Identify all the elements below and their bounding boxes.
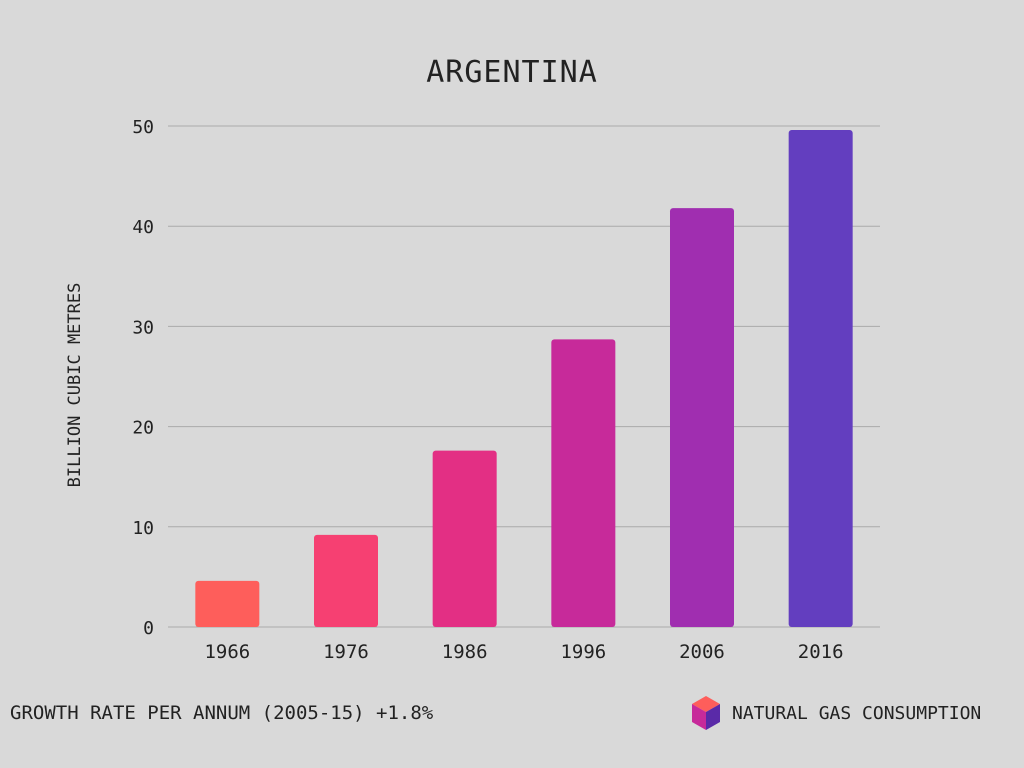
x-tick-label: 1996	[560, 641, 606, 663]
bar-2006	[670, 208, 734, 627]
bar-chart: 0 10 20 30 40 50 1966 1976 1986 1996 2006 2016 BIL…	[65, 117, 880, 663]
chart-title: ARGENTINA	[426, 55, 598, 90]
bar-2016	[788, 130, 853, 627]
bars	[195, 130, 853, 627]
x-tick-label: 2006	[679, 641, 725, 663]
y-tick-label: 50	[132, 117, 154, 138]
cube-icon	[692, 696, 720, 730]
legend-label: NATURAL GAS CONSUMPTION	[732, 702, 982, 724]
y-axis-label: BILLION CUBIC METRES	[65, 283, 85, 488]
bar-1966	[195, 580, 260, 627]
bar-1976	[314, 534, 378, 627]
x-tick-labels: 1966 1976 1986 1996 2006 2016	[204, 641, 843, 663]
y-tick-label: 10	[132, 518, 154, 539]
x-tick-label: 2016	[798, 641, 844, 663]
x-tick-label: 1986	[442, 641, 488, 663]
bar-1996	[551, 339, 616, 627]
x-tick-label: 1976	[323, 641, 369, 663]
legend: NATURAL GAS CONSUMPTION	[690, 694, 981, 732]
gridlines	[168, 125, 880, 628]
growth-rate-annotation: GROWTH RATE PER ANNUM (2005-15) +1.8%	[10, 702, 434, 724]
y-tick-label: 20	[132, 418, 154, 439]
y-tick-label: 40	[132, 217, 154, 238]
bar-1986	[432, 450, 497, 627]
y-tick-label: 0	[143, 618, 154, 639]
x-tick-label: 1966	[204, 641, 250, 663]
y-tick-label: 30	[132, 317, 154, 338]
y-tick-labels: 0 10 20 30 40 50	[132, 117, 154, 639]
